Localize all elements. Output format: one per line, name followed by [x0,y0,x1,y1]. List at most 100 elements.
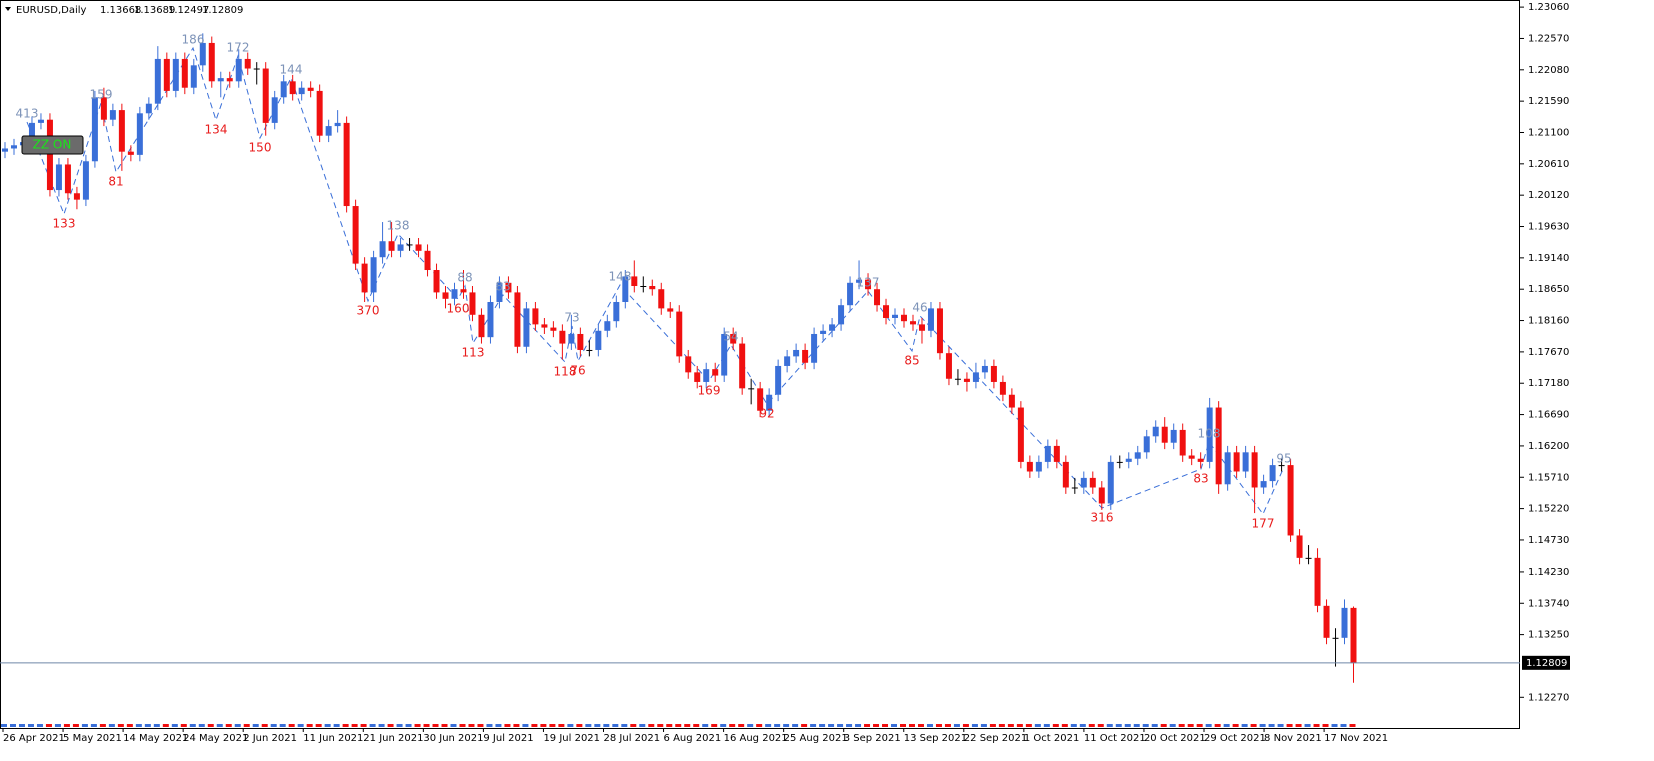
candle-body [91,97,98,162]
trend-strip [693,724,700,727]
x-tick-label: 11 Oct 2021 [1084,733,1146,744]
trend-strip [1169,724,1176,727]
candle-body [1035,461,1042,472]
zigzag-high-label: 186 [182,33,205,47]
candle-body [1017,407,1024,462]
trend-strip [45,724,52,727]
candle-body [990,365,997,382]
trend-strip [405,724,412,727]
candle-body [1332,637,1339,639]
trend-strip [486,724,493,727]
trend-strip [702,724,709,727]
y-tick-label: 1.21100 [1528,127,1569,138]
candle-body [730,333,737,344]
zigzag-low-label: 160 [447,302,470,316]
trend-strip [855,724,862,727]
trend-strip [9,724,16,727]
trend-strip [1214,724,1221,727]
x-tick-label: 20 Oct 2021 [1144,733,1206,744]
y-tick-label: 1.14230 [1528,567,1569,578]
trend-strip [1133,724,1140,727]
zz-button-label[interactable]: ZZ ON [33,138,72,152]
candle-body [55,164,62,191]
candle-body [1026,461,1033,472]
candle-body [712,369,719,376]
y-tick-label: 1.22080 [1528,65,1569,76]
candle-body [963,378,970,382]
trend-strip [414,724,421,727]
candle-body [154,58,161,104]
candle-body [1341,607,1348,638]
candle-body [190,65,197,88]
candle-body [199,42,206,66]
trend-strip [513,724,520,727]
menu-arrow[interactable] [5,7,11,11]
trend-strip [900,724,906,727]
zigzag-low-label: 92 [759,407,774,421]
trend-strip [1142,724,1149,727]
trend-strip [765,724,772,727]
trend-strip [639,724,646,727]
y-tick-label: 1.18160 [1528,316,1569,327]
candle-body [1260,481,1267,488]
zigzag-high-label: 73 [564,311,579,325]
trend-strip [99,724,106,727]
candle-body [1278,465,1285,467]
x-tick-label: 16 Aug 2021 [724,733,788,744]
y-tick-label: 1.19140 [1528,253,1569,264]
candle-body [253,68,260,70]
candle-body [1233,452,1240,472]
trend-strip [135,724,142,727]
trend-strip [1106,724,1113,727]
candle-body [1134,452,1141,459]
candle-body [793,349,800,357]
candle-body [613,301,620,322]
y-tick-label: 1.13250 [1528,630,1569,641]
candle-body [856,279,863,283]
ohlc-low: 1.12497 [168,5,209,16]
candle-body [739,343,746,389]
candle-body [370,257,377,293]
trend-strip [738,724,745,727]
candle-body [487,301,494,338]
trend-strip [630,724,637,727]
trend-strip [261,724,268,727]
trend-strip [387,724,394,727]
trend-strip [711,724,718,727]
ohlc-high: 1.13689 [134,5,175,16]
trend-strip [1097,724,1104,727]
candle-body [451,289,458,299]
trend-strip [495,724,502,727]
zigzag-low-label: 134 [205,123,228,137]
trend-strip [585,724,592,727]
trend-strip [1349,724,1356,727]
trend-strip [477,724,484,727]
candle-body [1053,445,1060,462]
candle-body [1152,426,1159,437]
trend-strip [234,724,241,727]
candle-body [685,356,692,373]
zigzag-high-label: 148 [609,270,632,284]
trend-strip [1196,724,1203,727]
trend-strip [207,724,214,727]
candle-body [1125,458,1132,462]
candle-body [280,81,287,98]
zigzag-low-label: 81 [108,175,123,189]
trend-strip [810,724,817,727]
zigzag-high-label: 138 [387,219,410,233]
candle-body [1179,429,1186,456]
zz-button[interactable] [21,135,84,155]
trend-strip [558,724,565,727]
candle-body [559,330,566,344]
candle-body [163,58,170,91]
y-tick-label: 1.15220 [1528,504,1569,515]
x-tick-label: 19 Jul 2021 [543,733,600,744]
zigzag-low-label: 177 [1252,517,1275,531]
x-tick-label: 13 Sep 2021 [904,733,967,744]
candle-body [181,58,188,88]
candle-body [172,58,179,91]
x-tick-label: 22 Sep 2021 [964,733,1027,744]
candle-body [28,122,35,143]
trend-strip [198,724,205,727]
